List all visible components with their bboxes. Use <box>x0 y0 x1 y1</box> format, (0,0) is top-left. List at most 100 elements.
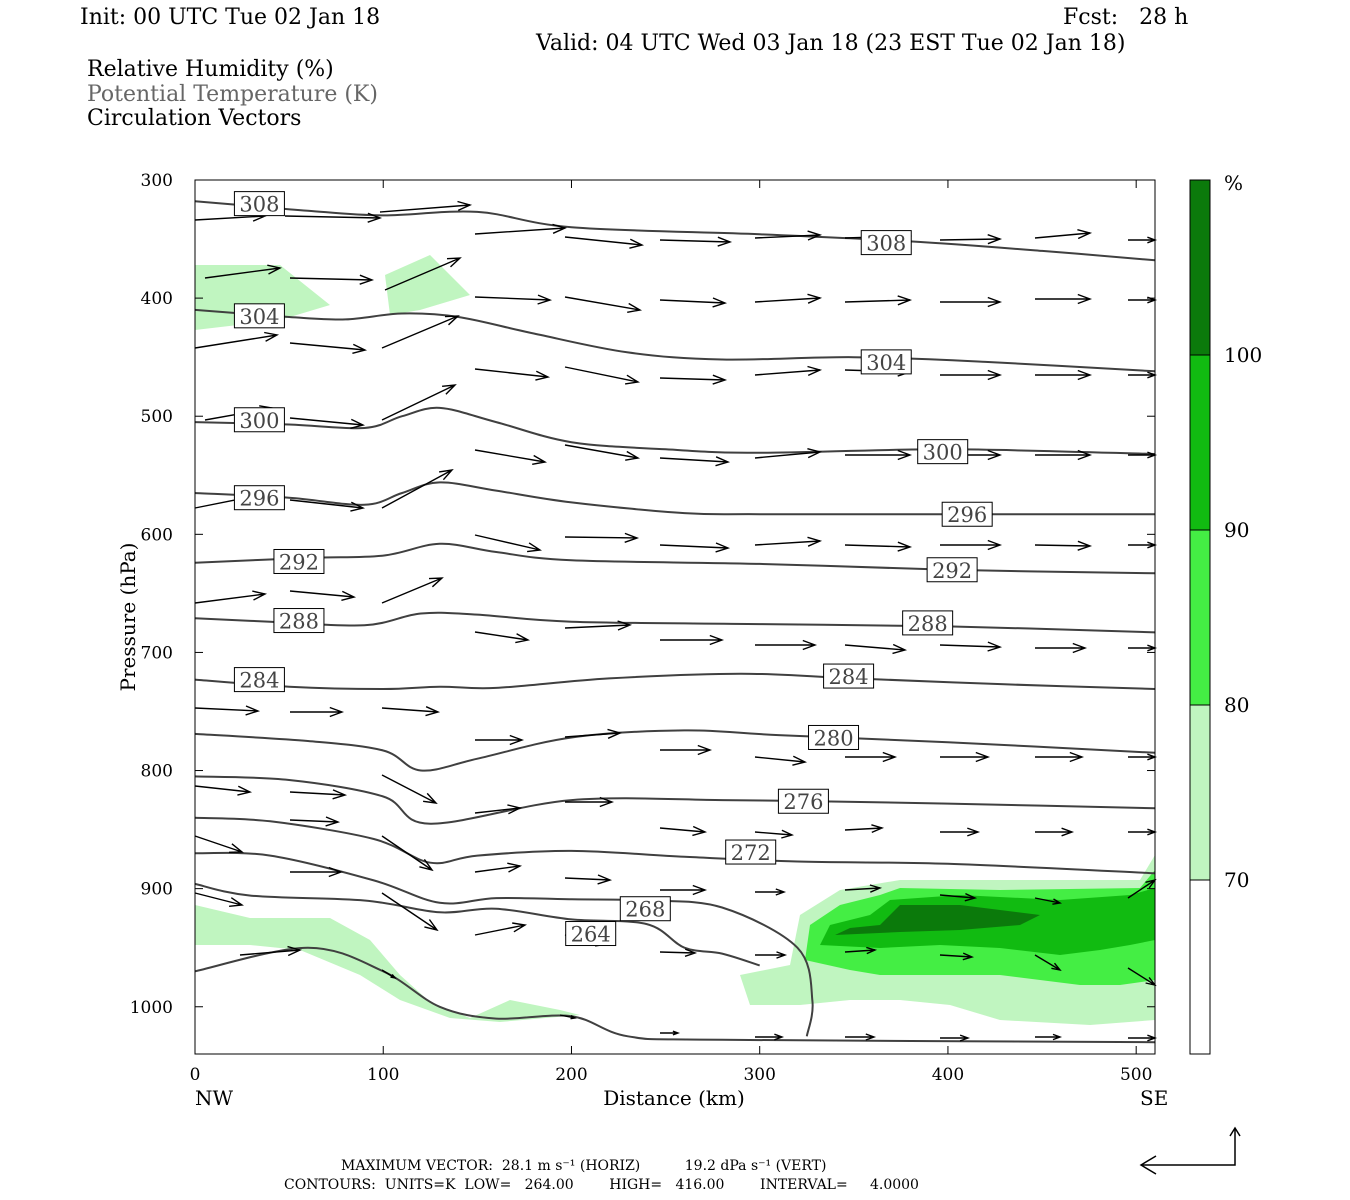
theta-label-288: 288 <box>279 610 319 634</box>
circulation-vector <box>755 888 787 896</box>
theta-label-box <box>941 501 993 527</box>
circulation-vector <box>755 1033 785 1041</box>
circulation-vector <box>754 230 823 241</box>
circulation-vector <box>659 374 728 385</box>
forecast-hour: Fcst: 28 h <box>1063 5 1189 30</box>
rh-area-100 <box>835 905 1040 935</box>
circulation-vector <box>755 639 818 651</box>
circulation-vector <box>660 744 713 756</box>
circulation-vector <box>844 295 913 306</box>
circulation-vector <box>659 236 733 247</box>
circulation-vector <box>1128 371 1158 379</box>
circulation-vector <box>194 892 244 907</box>
circulation-vector <box>1034 897 1062 905</box>
theta-contour-308 <box>194 200 1156 262</box>
circulation-vector <box>564 366 641 385</box>
theta-label-308: 308 <box>239 193 279 217</box>
rh-area-70-upperleft <box>195 265 330 330</box>
circulation-vector <box>845 449 913 461</box>
circulation-vector <box>659 456 731 467</box>
circulation-vector <box>290 866 344 878</box>
circulation-vector <box>1034 540 1093 551</box>
theta-label-288: 288 <box>908 612 948 636</box>
circulation-vector <box>289 274 375 285</box>
theta-label-box <box>808 724 860 750</box>
circulation-vector <box>564 874 613 885</box>
theta-label-box <box>777 788 829 814</box>
plot-frame <box>194 179 1156 1055</box>
init-time: Init: 00 UTC Tue 02 Jan 18 <box>80 5 381 30</box>
circulation-vector <box>659 542 731 553</box>
circulation-vector <box>194 785 253 796</box>
circulation-vector <box>844 643 908 655</box>
theta-contour-304 <box>194 308 1156 373</box>
circulation-vector <box>564 532 640 543</box>
theta-label-box <box>725 839 777 865</box>
theta-contour-296 <box>194 481 1155 516</box>
theta-contour-272 <box>194 816 1156 875</box>
colorbar-label: 90 <box>1224 518 1249 542</box>
theta-contour-264 <box>194 882 760 967</box>
circulation-vector <box>754 365 823 377</box>
circulation-vector <box>940 539 1003 551</box>
circulation-vector <box>659 948 698 957</box>
contours-note: CONTOURS: UNITS=K LOW= 264.00 HIGH= 416.… <box>284 1177 919 1193</box>
theta-contour-unlabeled-12 <box>194 946 1156 1044</box>
rh-area-70-lower-left <box>195 905 580 1022</box>
colorbar-label: 100 <box>1224 343 1262 367</box>
theta-label-296: 296 <box>947 503 987 527</box>
theta-label-268: 268 <box>625 898 665 922</box>
circulation-vector <box>381 835 434 872</box>
theta-label-272: 272 <box>731 841 771 865</box>
circulation-vector <box>1035 449 1093 461</box>
theta-label-284: 284 <box>239 669 279 693</box>
circulation-vector <box>659 297 728 308</box>
y-tick-label: 300 <box>141 171 173 191</box>
reference-vector <box>1139 1126 1241 1175</box>
circulation-vector <box>384 257 462 291</box>
theta-label-304: 304 <box>866 351 906 375</box>
circulation-vector <box>381 577 444 604</box>
circulation-vector <box>1128 828 1158 836</box>
circulation-vector <box>474 449 548 465</box>
x-tick-label: 300 <box>743 1065 775 1085</box>
circulation-vector <box>381 774 438 804</box>
colorbar-segment <box>1190 355 1210 530</box>
circulation-vector <box>194 331 280 349</box>
y-tick-label: 1000 <box>130 998 173 1018</box>
circulation-vector <box>939 952 975 961</box>
theta-label-box <box>233 667 285 693</box>
circulation-vector <box>940 751 991 763</box>
circulation-vector <box>289 417 366 429</box>
circulation-vector <box>474 631 531 644</box>
theta-label-box <box>926 557 978 583</box>
circulation-vector <box>194 590 268 604</box>
theta-label-box <box>233 191 285 217</box>
circulation-vector <box>844 824 885 834</box>
field-vectors-title: Circulation Vectors <box>87 106 302 131</box>
theta-label-box <box>902 610 954 636</box>
circulation-vector <box>474 223 568 235</box>
theta-contour-276 <box>194 775 1156 825</box>
theta-label-264: 264 <box>571 923 611 947</box>
colorbar: % 70 80 90 100 <box>1189 171 1262 1055</box>
x-end-label-nw: NW <box>195 1086 234 1110</box>
circulation-vector <box>475 734 525 746</box>
colorbar-unit: % <box>1224 171 1243 195</box>
colorbar-segment <box>1190 530 1210 705</box>
y-axis-title: Pressure (hPa) <box>116 543 140 692</box>
field-rh-title: Relative Humidity (%) <box>87 57 334 82</box>
circulation-vector <box>1035 1033 1063 1041</box>
theta-label-box <box>273 548 325 574</box>
circulation-vector <box>290 706 345 718</box>
circulation-vector <box>1035 642 1088 654</box>
theta-label-box <box>233 407 285 433</box>
x-tick-label: 400 <box>932 1065 964 1085</box>
circulation-vector <box>565 796 615 808</box>
circulation-vector-layer <box>194 200 1158 1042</box>
theta-label-284: 284 <box>829 665 869 689</box>
circulation-vector <box>379 200 473 213</box>
rh-area-70-upper-mid <box>385 255 470 315</box>
circulation-vector <box>659 825 708 837</box>
